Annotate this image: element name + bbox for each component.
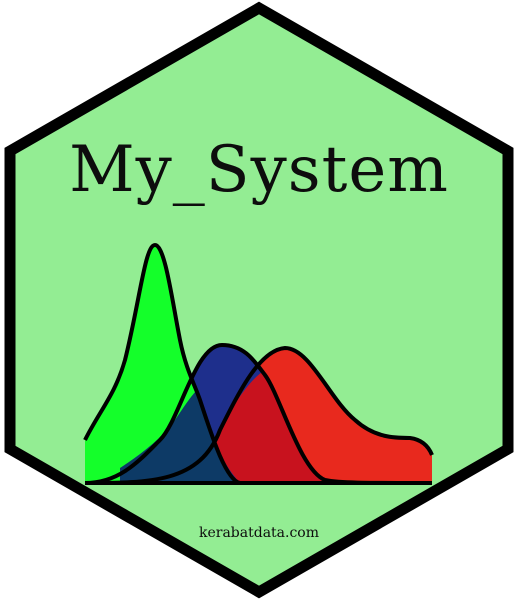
sticker-url: kerabatdata.com	[0, 525, 518, 541]
hexagon-background	[10, 8, 508, 592]
sticker-title: My_System	[0, 138, 518, 202]
